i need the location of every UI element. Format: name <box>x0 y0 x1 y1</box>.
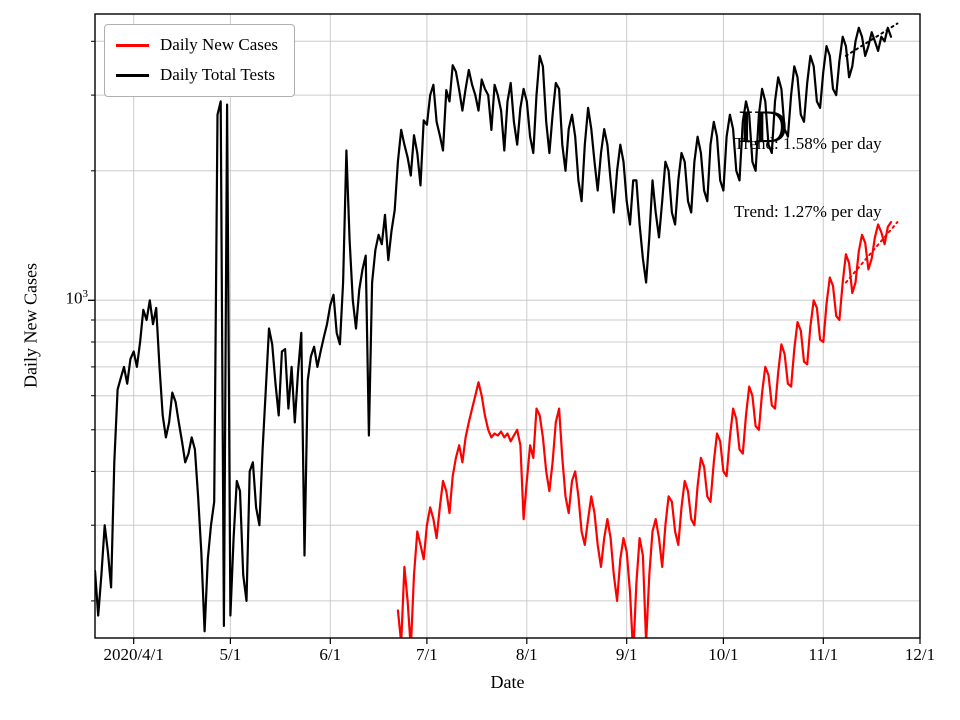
trend-annotation-cases: Trend: 1.27% per day <box>734 202 882 221</box>
x-tick-label: 11/1 <box>808 645 839 664</box>
legend-entry-daily-total-tests: Daily Total Tests <box>116 65 278 85</box>
legend-line-swatch-red <box>116 43 149 47</box>
axes-frame <box>88 13 921 644</box>
x-tick-label: 5/1 <box>219 645 242 664</box>
y-axis-label: Daily New Cases <box>20 263 41 388</box>
series-lines <box>95 22 899 638</box>
x-tick-label: 7/1 <box>416 645 438 664</box>
x-tick-labels: 2020/4/1 5/1 6/1 7/1 8/1 9/1 10/1 11/1 12/1 <box>0 645 960 669</box>
x-tick-label: 2020/4/1 <box>103 645 164 664</box>
watermark-text: ID <box>738 101 788 153</box>
x-tick-label: 6/1 <box>319 645 342 664</box>
legend-label-daily-new-cases: Daily New Cases <box>160 35 279 54</box>
x-tick-label: 9/1 <box>615 645 638 664</box>
y-tick-label: 103 <box>50 288 89 309</box>
legend-label-daily-total-tests: Daily Total Tests <box>160 65 276 85</box>
legend-entry-daily-new-cases: Daily New Cases <box>116 35 278 55</box>
y-tick-exponent: 3 <box>82 288 89 301</box>
x-tick-label: 8/1 <box>515 645 538 664</box>
legend: Daily New Cases Daily Total Tests <box>104 24 296 97</box>
legend-line-swatch-black <box>116 74 149 78</box>
trend-annotation-tests: Trend: 1.58% per day <box>734 134 882 153</box>
y-tick-base: 10 <box>65 288 83 308</box>
x-axis-label: Date <box>490 672 525 692</box>
x-tick-label: 10/1 <box>708 645 739 664</box>
x-tick-label: 12/1 <box>904 645 936 664</box>
